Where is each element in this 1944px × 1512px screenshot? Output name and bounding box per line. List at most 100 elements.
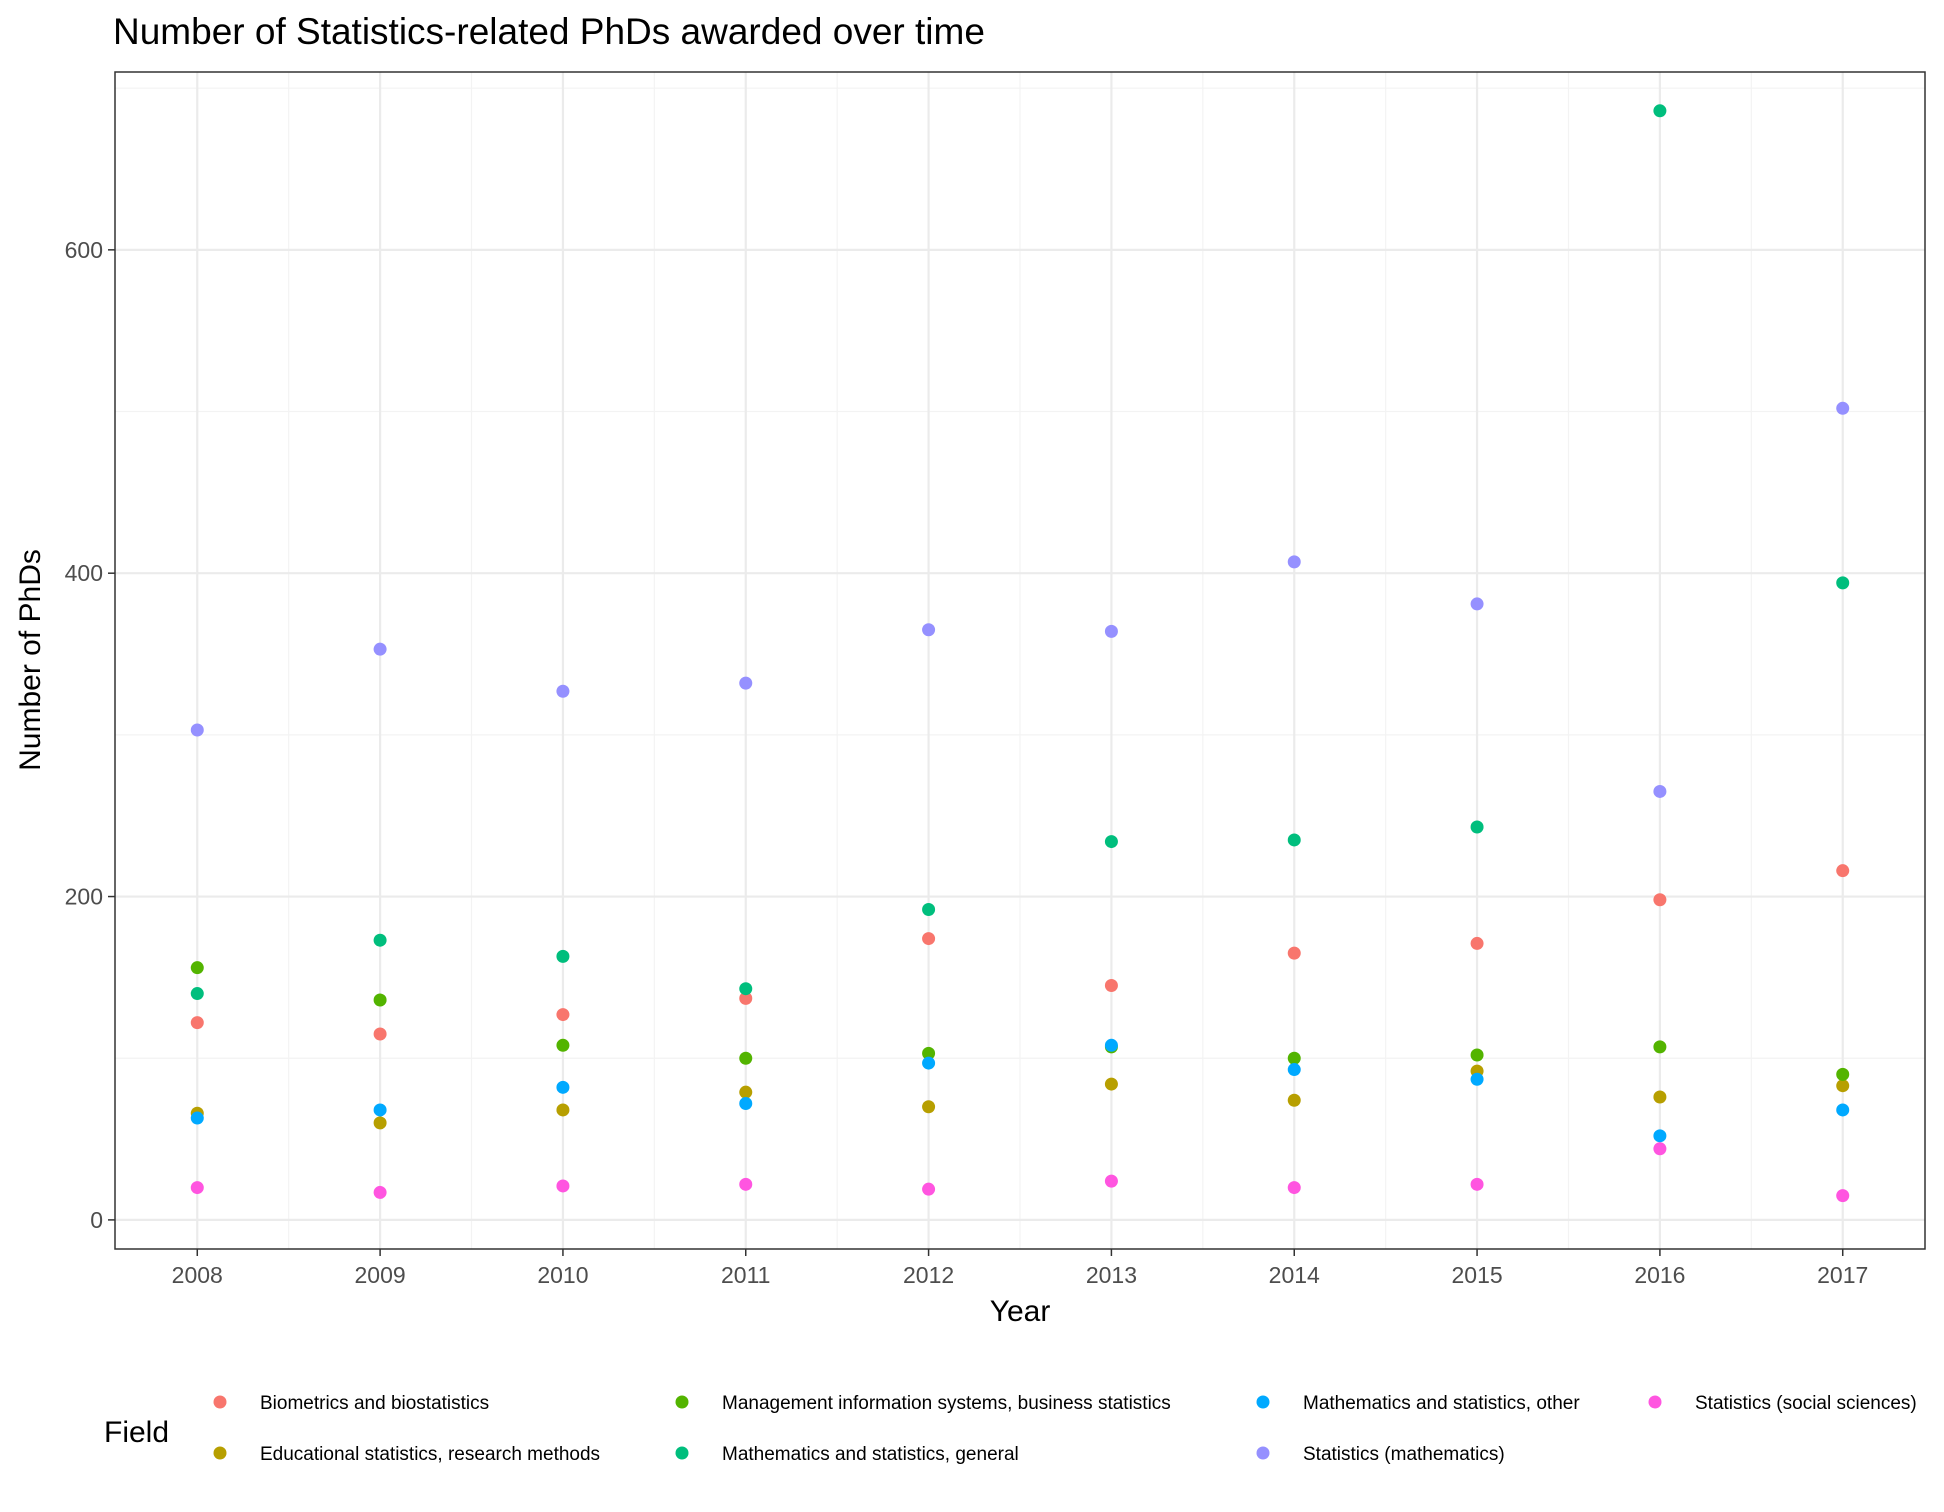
data-point bbox=[1836, 1103, 1850, 1117]
data-point bbox=[1104, 624, 1118, 638]
data-point bbox=[373, 642, 387, 656]
legend-key bbox=[213, 1395, 227, 1409]
data-point bbox=[1470, 1177, 1484, 1191]
data-point bbox=[1836, 1067, 1850, 1081]
x-axis-title: Year bbox=[990, 1295, 1051, 1328]
legend-label: Management information systems, business… bbox=[722, 1393, 1171, 1414]
data-point bbox=[739, 1096, 753, 1110]
legend-item: Management information systems, business… bbox=[675, 1393, 1171, 1414]
data-point bbox=[922, 623, 936, 637]
legend-key bbox=[1256, 1446, 1270, 1460]
y-tick-label: 0 bbox=[90, 1207, 103, 1233]
data-point bbox=[922, 902, 936, 916]
legend-key bbox=[1256, 1395, 1270, 1409]
legend-key bbox=[675, 1395, 689, 1409]
data-point bbox=[739, 1085, 753, 1099]
y-tick-label: 200 bbox=[65, 884, 103, 910]
data-point bbox=[1653, 1040, 1667, 1054]
data-point bbox=[1470, 1072, 1484, 1086]
y-tick-label: 600 bbox=[65, 237, 103, 263]
data-point bbox=[1836, 1079, 1850, 1093]
data-point bbox=[556, 1008, 570, 1022]
legend-key bbox=[675, 1446, 689, 1460]
data-point bbox=[556, 949, 570, 963]
data-point bbox=[190, 1181, 204, 1195]
legend-label: Statistics (social sciences) bbox=[1695, 1393, 1917, 1414]
data-point bbox=[190, 723, 204, 737]
data-point bbox=[1287, 946, 1301, 960]
x-tick-label: 2008 bbox=[172, 1262, 223, 1288]
data-point bbox=[1104, 1077, 1118, 1091]
legend-key bbox=[1648, 1395, 1662, 1409]
data-point bbox=[1470, 1048, 1484, 1062]
data-point bbox=[739, 991, 753, 1005]
plot-panel bbox=[114, 71, 1926, 1250]
legend-label: Statistics (mathematics) bbox=[1303, 1444, 1505, 1465]
data-point bbox=[1287, 1093, 1301, 1107]
data-point bbox=[1836, 401, 1850, 415]
data-point bbox=[922, 1100, 936, 1114]
x-axis: 2008 2009 2010 2011 2012 2013 2014 2015 2016 2017 bbox=[172, 1249, 1868, 1288]
data-point bbox=[556, 1179, 570, 1193]
data-point bbox=[190, 987, 204, 1001]
data-point bbox=[373, 1116, 387, 1130]
data-point bbox=[739, 1051, 753, 1065]
legend-item: Mathematics and statistics, general bbox=[675, 1444, 1019, 1465]
y-tick-label: 400 bbox=[65, 560, 103, 586]
data-point bbox=[1287, 1051, 1301, 1065]
y-axis: 0 200 400 600 bbox=[65, 237, 115, 1233]
data-point bbox=[190, 961, 204, 975]
data-point bbox=[1470, 936, 1484, 950]
series-points bbox=[190, 104, 1850, 1001]
legend-item: Educational statistics, research methods bbox=[213, 1444, 600, 1465]
data-point bbox=[1836, 864, 1850, 878]
data-point bbox=[1287, 833, 1301, 847]
data-point bbox=[1653, 104, 1667, 118]
data-point bbox=[739, 1177, 753, 1191]
legend-item: Statistics (social sciences) bbox=[1648, 1393, 1917, 1414]
legend-item: Statistics (mathematics) bbox=[1256, 1444, 1505, 1465]
grid bbox=[115, 72, 1925, 1249]
y-axis-title: Number of PhDs bbox=[14, 549, 47, 771]
data-point bbox=[373, 993, 387, 1007]
data-point bbox=[556, 1103, 570, 1117]
data-point bbox=[1653, 893, 1667, 907]
data-point bbox=[1287, 1181, 1301, 1195]
x-tick-label: 2017 bbox=[1817, 1262, 1868, 1288]
data-point bbox=[1653, 784, 1667, 798]
data-point bbox=[373, 1103, 387, 1117]
x-tick-label: 2010 bbox=[537, 1262, 588, 1288]
data-point bbox=[1104, 978, 1118, 992]
data-point bbox=[739, 982, 753, 996]
legend-title: Field bbox=[104, 1416, 169, 1449]
data-point bbox=[556, 1080, 570, 1094]
legend-label: Mathematics and statistics, general bbox=[722, 1444, 1019, 1465]
data-point bbox=[922, 932, 936, 946]
data-point bbox=[190, 1111, 204, 1125]
series-points bbox=[190, 864, 1850, 1041]
data-point bbox=[373, 933, 387, 947]
data-point bbox=[1470, 597, 1484, 611]
data-point bbox=[373, 1185, 387, 1199]
data-point bbox=[1836, 576, 1850, 590]
data-point bbox=[373, 1027, 387, 1041]
x-tick-label: 2014 bbox=[1269, 1262, 1320, 1288]
legend-label: Educational statistics, research methods bbox=[260, 1444, 600, 1465]
data-point bbox=[556, 1038, 570, 1052]
x-tick-label: 2011 bbox=[721, 1262, 770, 1288]
data-points bbox=[190, 104, 1850, 1203]
data-point bbox=[1287, 555, 1301, 569]
data-point bbox=[1470, 820, 1484, 834]
legend-item: Mathematics and statistics, other bbox=[1256, 1393, 1580, 1414]
data-point bbox=[922, 1056, 936, 1070]
series-points bbox=[190, 1142, 1850, 1203]
series-points bbox=[190, 1038, 1850, 1143]
data-point bbox=[1653, 1129, 1667, 1143]
legend-label: Mathematics and statistics, other bbox=[1303, 1393, 1580, 1414]
legend-item: Biometrics and biostatistics bbox=[213, 1393, 489, 1414]
data-point bbox=[922, 1182, 936, 1196]
data-point bbox=[1653, 1142, 1667, 1156]
x-tick-label: 2016 bbox=[1634, 1262, 1685, 1288]
legend-label: Biometrics and biostatistics bbox=[260, 1393, 489, 1414]
